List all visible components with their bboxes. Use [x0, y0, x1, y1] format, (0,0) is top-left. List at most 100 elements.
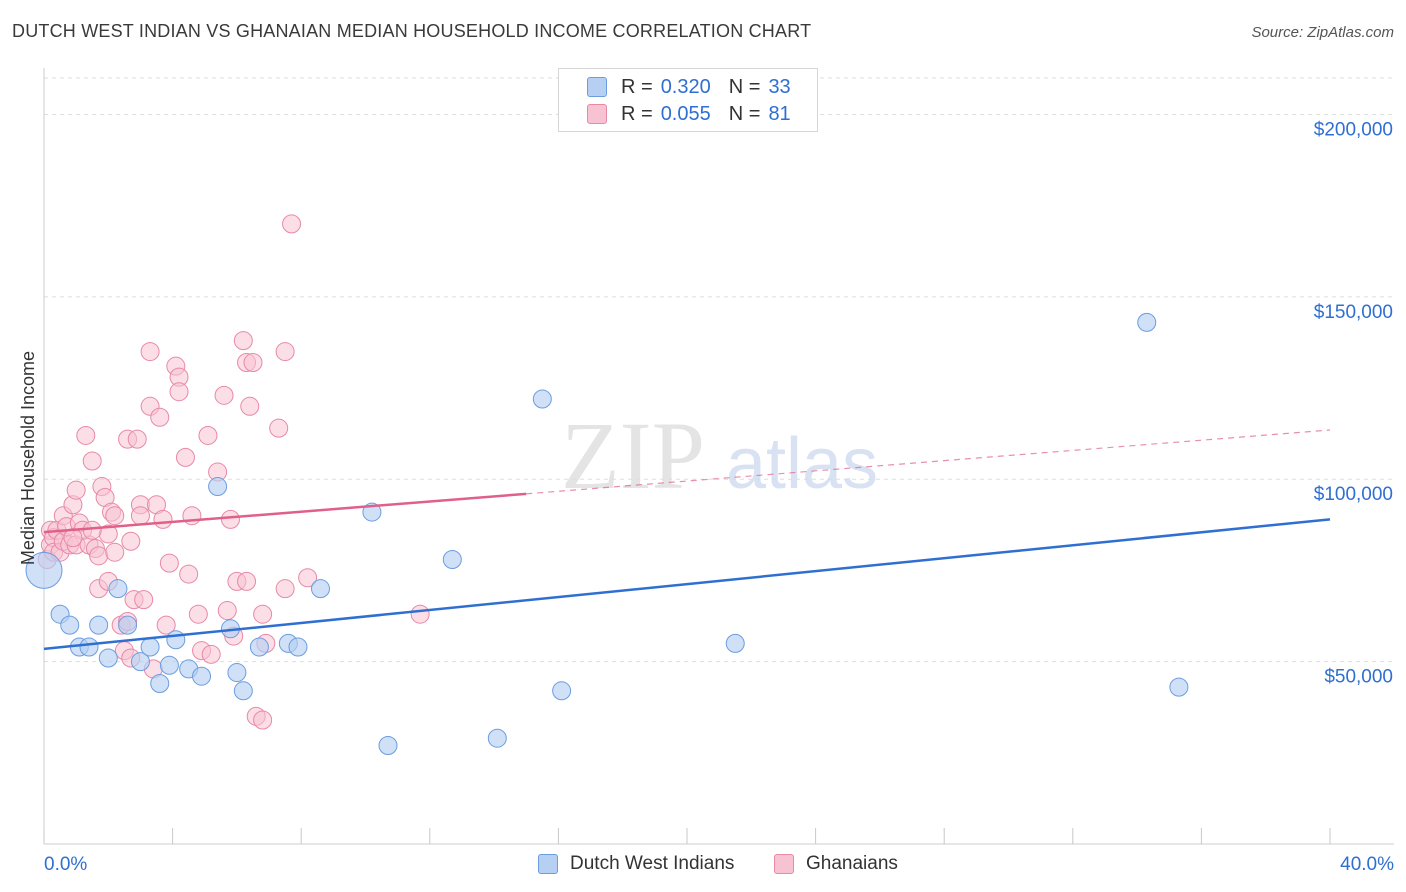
x-tick-label-max: 40.0%: [1340, 854, 1394, 875]
ghanaian-point: [240, 396, 260, 416]
dutch-west-indian-point: [532, 389, 552, 409]
legend-n-label: N =: [728, 102, 761, 125]
ghanaian-point: [89, 546, 109, 566]
watermark: ZIP atlas: [561, 402, 878, 509]
ghanaian-point: [82, 451, 102, 471]
ghanaian-point: [105, 542, 125, 562]
watermark-atlas: atlas: [726, 424, 878, 504]
bottom-legend-ghanaians: Ghanaians: [774, 852, 898, 876]
bottom-legend-swatch-pink: [774, 854, 794, 874]
ghanaian-point: [175, 447, 195, 467]
ghanaian-point: [127, 429, 147, 449]
legend-n-label: N =: [728, 75, 761, 98]
ghanaian-point: [253, 710, 273, 730]
dutch-west-indian-point: [208, 477, 228, 497]
dutch-west-indian-point: [1137, 312, 1157, 332]
bottom-legend-label-pink: Ghanaians: [806, 853, 898, 874]
ghanaian-point: [140, 342, 160, 362]
ghanaian-point: [66, 480, 86, 500]
ghanaian-point: [217, 601, 237, 621]
source-label: Source: ZipAtlas.com: [1251, 24, 1394, 41]
ghanaian-point: [159, 553, 179, 573]
bottom-legend-dutch-west-indians: Dutch West Indians: [538, 852, 734, 876]
ghanaian-point: [130, 506, 150, 526]
ghanaians-trend-line: [43, 492, 527, 534]
x-tick-label-min: 0.0%: [44, 854, 87, 875]
dutch-west-indian-point: [288, 637, 308, 657]
legend-n-value-pink: 81: [768, 102, 791, 125]
ghanaian-point: [214, 385, 234, 405]
dutch-west-indian-point: [249, 637, 269, 657]
watermark-zip: ZIP: [561, 402, 705, 509]
ghanaian-point: [201, 644, 221, 664]
ghanaian-point: [269, 418, 289, 438]
dutch-west-indian-point: [487, 728, 507, 748]
ghanaian-point: [169, 382, 189, 402]
ghanaian-point: [275, 342, 295, 362]
legend-r-value-blue: 0.320: [660, 75, 711, 98]
y-tick-label: $200,000: [1314, 119, 1393, 140]
dutch-west-indian-point: [60, 615, 80, 635]
y-axis-label: Median Household Income: [18, 351, 38, 565]
ghanaian-point: [243, 353, 263, 373]
ghanaian-point: [121, 531, 141, 551]
legend-swatch-pink: [587, 104, 607, 124]
legend-swatch-blue: [587, 77, 607, 97]
bottom-legend-swatch-blue: [538, 854, 558, 874]
dutch-west-indian-point: [159, 655, 179, 675]
dutch-west-indian-point: [150, 674, 170, 694]
dutch-west-indian-point: [552, 681, 572, 701]
legend-r-label: R =: [621, 75, 653, 98]
ghanaian-point: [150, 407, 170, 427]
chart-title: DUTCH WEST INDIAN VS GHANAIAN MEDIAN HOU…: [12, 21, 812, 41]
dutch-west-indian-point: [310, 579, 330, 599]
ghanaian-point: [153, 509, 173, 529]
ghanaian-point: [233, 331, 253, 351]
ghanaian-point: [76, 425, 96, 445]
trend-lines: [43, 429, 1331, 651]
dutch-west-indian-point: [79, 637, 99, 657]
dutch-west-indian-point: [130, 652, 150, 672]
dutch-west-indians-points: [25, 312, 1189, 756]
legend-row-ghanaians: R = 0.055 N = 81: [587, 102, 791, 126]
legend-n-value-blue: 33: [768, 75, 791, 98]
ghanaian-point: [220, 509, 240, 529]
ghanaian-point: [156, 615, 176, 635]
y-tick-label: $150,000: [1314, 302, 1393, 323]
ghanaian-point: [253, 604, 273, 624]
dutch-west-indian-point: [725, 633, 745, 653]
ghanaian-point: [282, 214, 302, 234]
dutch-west-indian-point: [1169, 677, 1189, 697]
ghanaian-point: [298, 568, 318, 588]
bottom-legend-label-blue: Dutch West Indians: [570, 853, 735, 874]
legend-row-dutch-west-indians: R = 0.320 N = 33: [587, 75, 791, 99]
ghanaian-point: [105, 506, 125, 526]
dutch-west-indian-point: [118, 615, 138, 635]
dutch-west-indian-point: [442, 549, 462, 569]
dutch-west-indians-trend-line: [43, 518, 1331, 651]
ghanaian-point: [82, 520, 102, 540]
ghanaian-point: [188, 604, 208, 624]
ghanaian-point: [275, 579, 295, 599]
legend-r-value-pink: 0.055: [660, 102, 711, 125]
tick-labels: $50,000 $100,000 $150,000 $200,000 0.0% 40.0%: [44, 119, 1394, 875]
ghanaian-point: [410, 604, 430, 624]
ghanaians-trend-extension: [526, 429, 1331, 495]
dutch-west-indian-point: [233, 681, 253, 701]
y-tick-label: $50,000: [1324, 667, 1393, 688]
dutch-west-indian-point: [166, 630, 186, 650]
dutch-west-indian-point: [227, 663, 247, 683]
dutch-west-indian-point: [378, 736, 398, 756]
dutch-west-indian-point: [98, 648, 118, 668]
dutch-west-indian-point: [25, 551, 63, 589]
axes: [43, 68, 1394, 845]
dutch-west-indian-point: [108, 579, 128, 599]
ghanaian-point: [134, 590, 154, 610]
legend-r-label: R =: [621, 102, 653, 125]
correlation-legend: R = 0.320 N = 33 R = 0.055 N = 81: [558, 68, 818, 132]
dutch-west-indian-point: [192, 666, 212, 686]
dutch-west-indian-point: [140, 637, 160, 657]
y-tick-label: $100,000: [1314, 484, 1393, 505]
ghanaian-point: [237, 571, 257, 591]
